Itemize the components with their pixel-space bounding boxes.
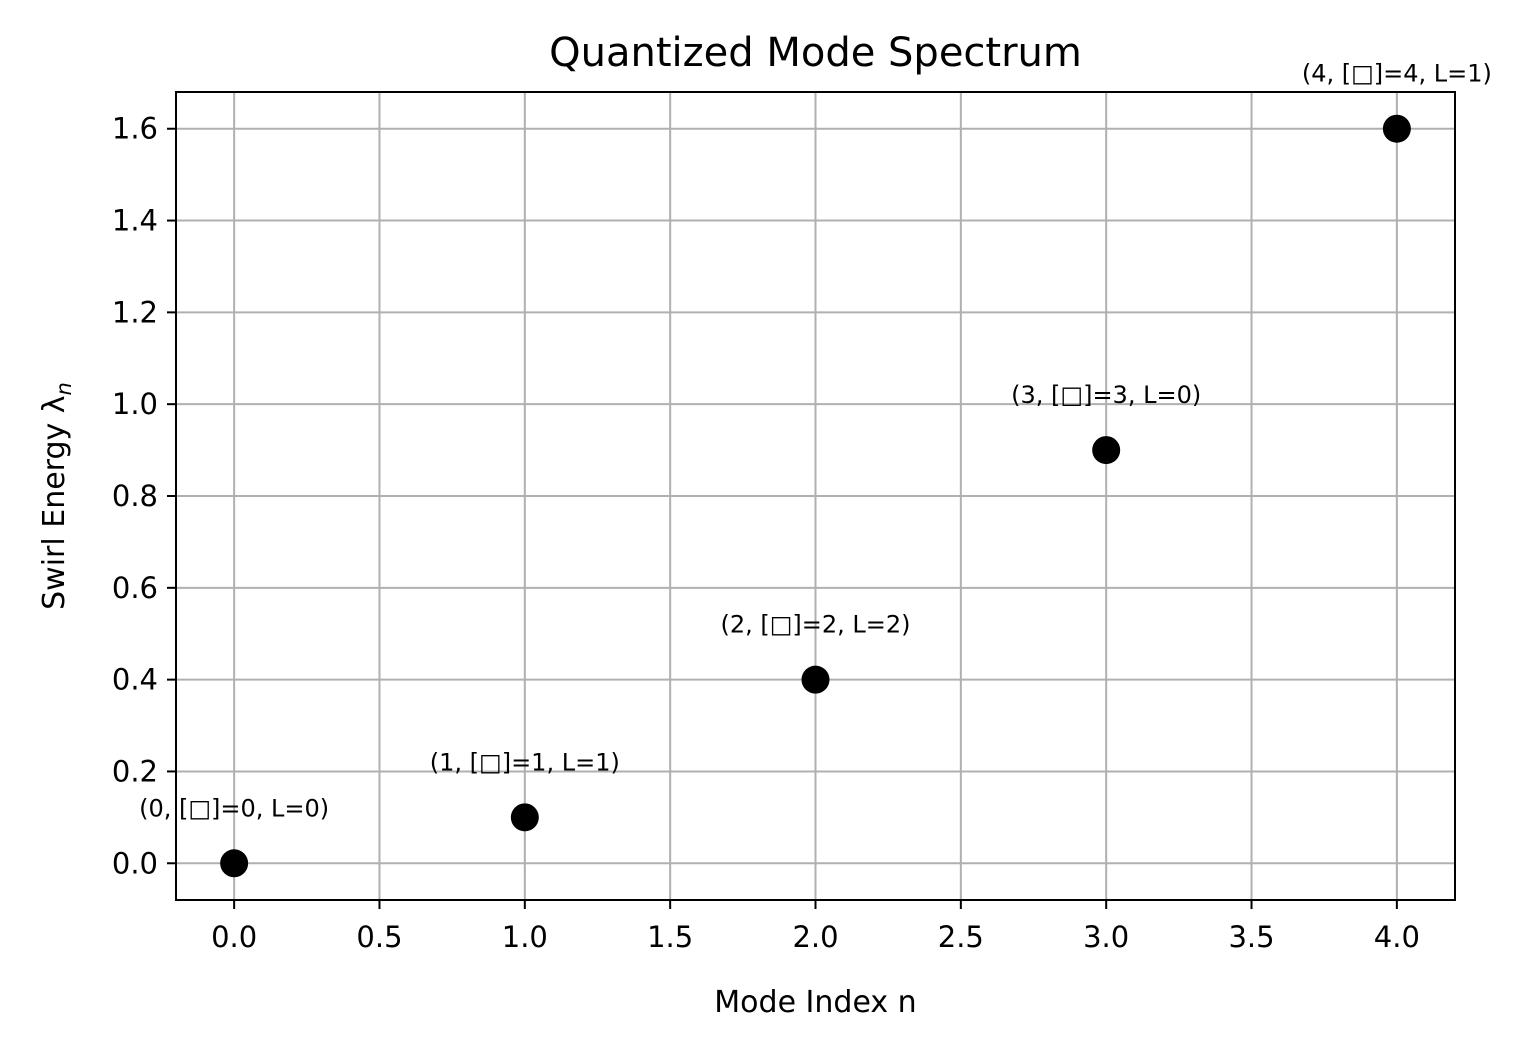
data-points: (0, [□]=0, L=0) (1, [□]=1, L=1) (2, [□]=2,… [139,60,1492,878]
x-tick-label: 4.0 [1374,920,1420,954]
x-tick-label: 3.5 [1228,920,1274,954]
y-axis-label-subscript: n [52,382,76,395]
y-tick-label: 1.6 [112,112,158,146]
data-point [510,803,539,832]
y-tick-label: 0.4 [112,663,158,697]
data-point-label: (3, [□]=3, L=0) [1011,381,1201,409]
x-tick-label: 0.0 [211,920,257,954]
data-point [801,665,830,694]
plot-frame [175,91,1456,901]
y-tick-label: 1.4 [112,204,158,238]
y-tick-label: 1.2 [112,295,158,329]
data-point [220,849,249,878]
data-point-label: (4, [□]=4, L=1) [1302,60,1492,88]
data-point-label: (0, [□]=0, L=0) [139,794,329,822]
y-tick-label: 0.8 [112,479,158,513]
y-tick-label: 0.6 [112,571,158,605]
grid-lines [176,92,1455,900]
y-tick-label: 0.0 [112,846,158,880]
data-point-label: (2, [□]=2, L=2) [720,611,910,639]
data-point-label: (1, [□]=1, L=1) [430,748,620,776]
x-tick-label: 2.5 [938,920,984,954]
x-tick-label: 3.0 [1083,920,1129,954]
y-tick-label: 1.0 [112,387,158,421]
y-axis-label: Swirl Energy λn [37,382,76,610]
data-point [1092,436,1121,465]
x-tick-label: 2.0 [792,920,838,954]
chart-title: Quantized Mode Spectrum [549,30,1082,76]
x-tick-label: 0.5 [356,920,402,954]
x-tick-label: 1.5 [647,920,693,954]
y-tick-label: 0.2 [112,754,158,788]
axis-ticks: 0.0 0.5 1.0 1.5 2.0 2.5 3.0 3.5 4.0 0.0 0.2 0.4 0.6 0… [112,112,1420,954]
x-tick-label: 1.0 [502,920,548,954]
x-axis-label: Mode Index n [714,985,916,1020]
y-axis-label-main: Swirl Energy λ [37,395,72,609]
data-point [1382,114,1411,143]
